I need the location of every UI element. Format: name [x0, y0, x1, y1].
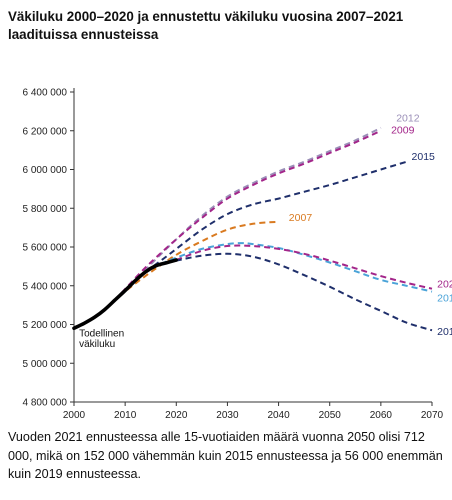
series-line-2015 — [145, 160, 407, 273]
y-tick-label: 6 000 000 — [23, 165, 68, 176]
series-line-2018 — [160, 242, 433, 293]
chart-series — [72, 126, 433, 332]
series-label: 2018 — [437, 293, 452, 305]
chart-axes: 4 800 000 5 000 000 5 200 000 5 400 000 5 60… — [23, 88, 444, 422]
series-line-todellinen-v-kiluku — [72, 258, 179, 330]
series-label: 2007 — [289, 212, 313, 224]
series-label: 2019 — [437, 326, 452, 338]
x-tick-label: 2040 — [267, 410, 290, 421]
y-tick-label: 5 000 000 — [23, 359, 68, 370]
y-tick-label: 6 400 000 — [23, 88, 68, 99]
x-tick-label: 2020 — [165, 410, 188, 421]
series-label: 2015 — [412, 151, 436, 163]
series-label: 2021 — [437, 278, 452, 290]
y-tick-label: 5 400 000 — [23, 281, 68, 292]
x-tick-label: 2010 — [114, 410, 137, 421]
series-label: 2009 — [391, 124, 415, 136]
y-tick-label: 4 800 000 — [23, 398, 68, 409]
series-line-2019 — [165, 252, 433, 332]
x-tick-label: 2000 — [63, 410, 86, 421]
x-tick-label: 2030 — [216, 410, 239, 421]
series-label: Todellinen — [79, 329, 124, 340]
series-label: väkiluku — [79, 339, 115, 350]
y-tick-label: 5 800 000 — [23, 204, 68, 215]
series-line-2007 — [104, 220, 279, 311]
y-tick-label: 5 200 000 — [23, 320, 68, 331]
series-line-2021 — [175, 244, 433, 290]
x-tick-label: 2060 — [370, 410, 393, 421]
chart-title: Väkiluku 2000–2020 ja ennustettu väkiluk… — [8, 9, 404, 42]
series-label: 2012 — [396, 112, 420, 124]
chart-caption: Vuoden 2021 ennusteessa alle 15-vuotiaid… — [8, 430, 443, 481]
x-tick-label: 2070 — [421, 410, 444, 421]
y-tick-label: 5 600 000 — [23, 243, 68, 254]
series-line-2009 — [114, 129, 382, 301]
y-tick-label: 6 200 000 — [23, 126, 68, 137]
population-line-chart: 4 800 000 5 000 000 5 200 000 5 400 000 5 60… — [23, 88, 452, 422]
x-tick-label: 2050 — [319, 410, 342, 421]
